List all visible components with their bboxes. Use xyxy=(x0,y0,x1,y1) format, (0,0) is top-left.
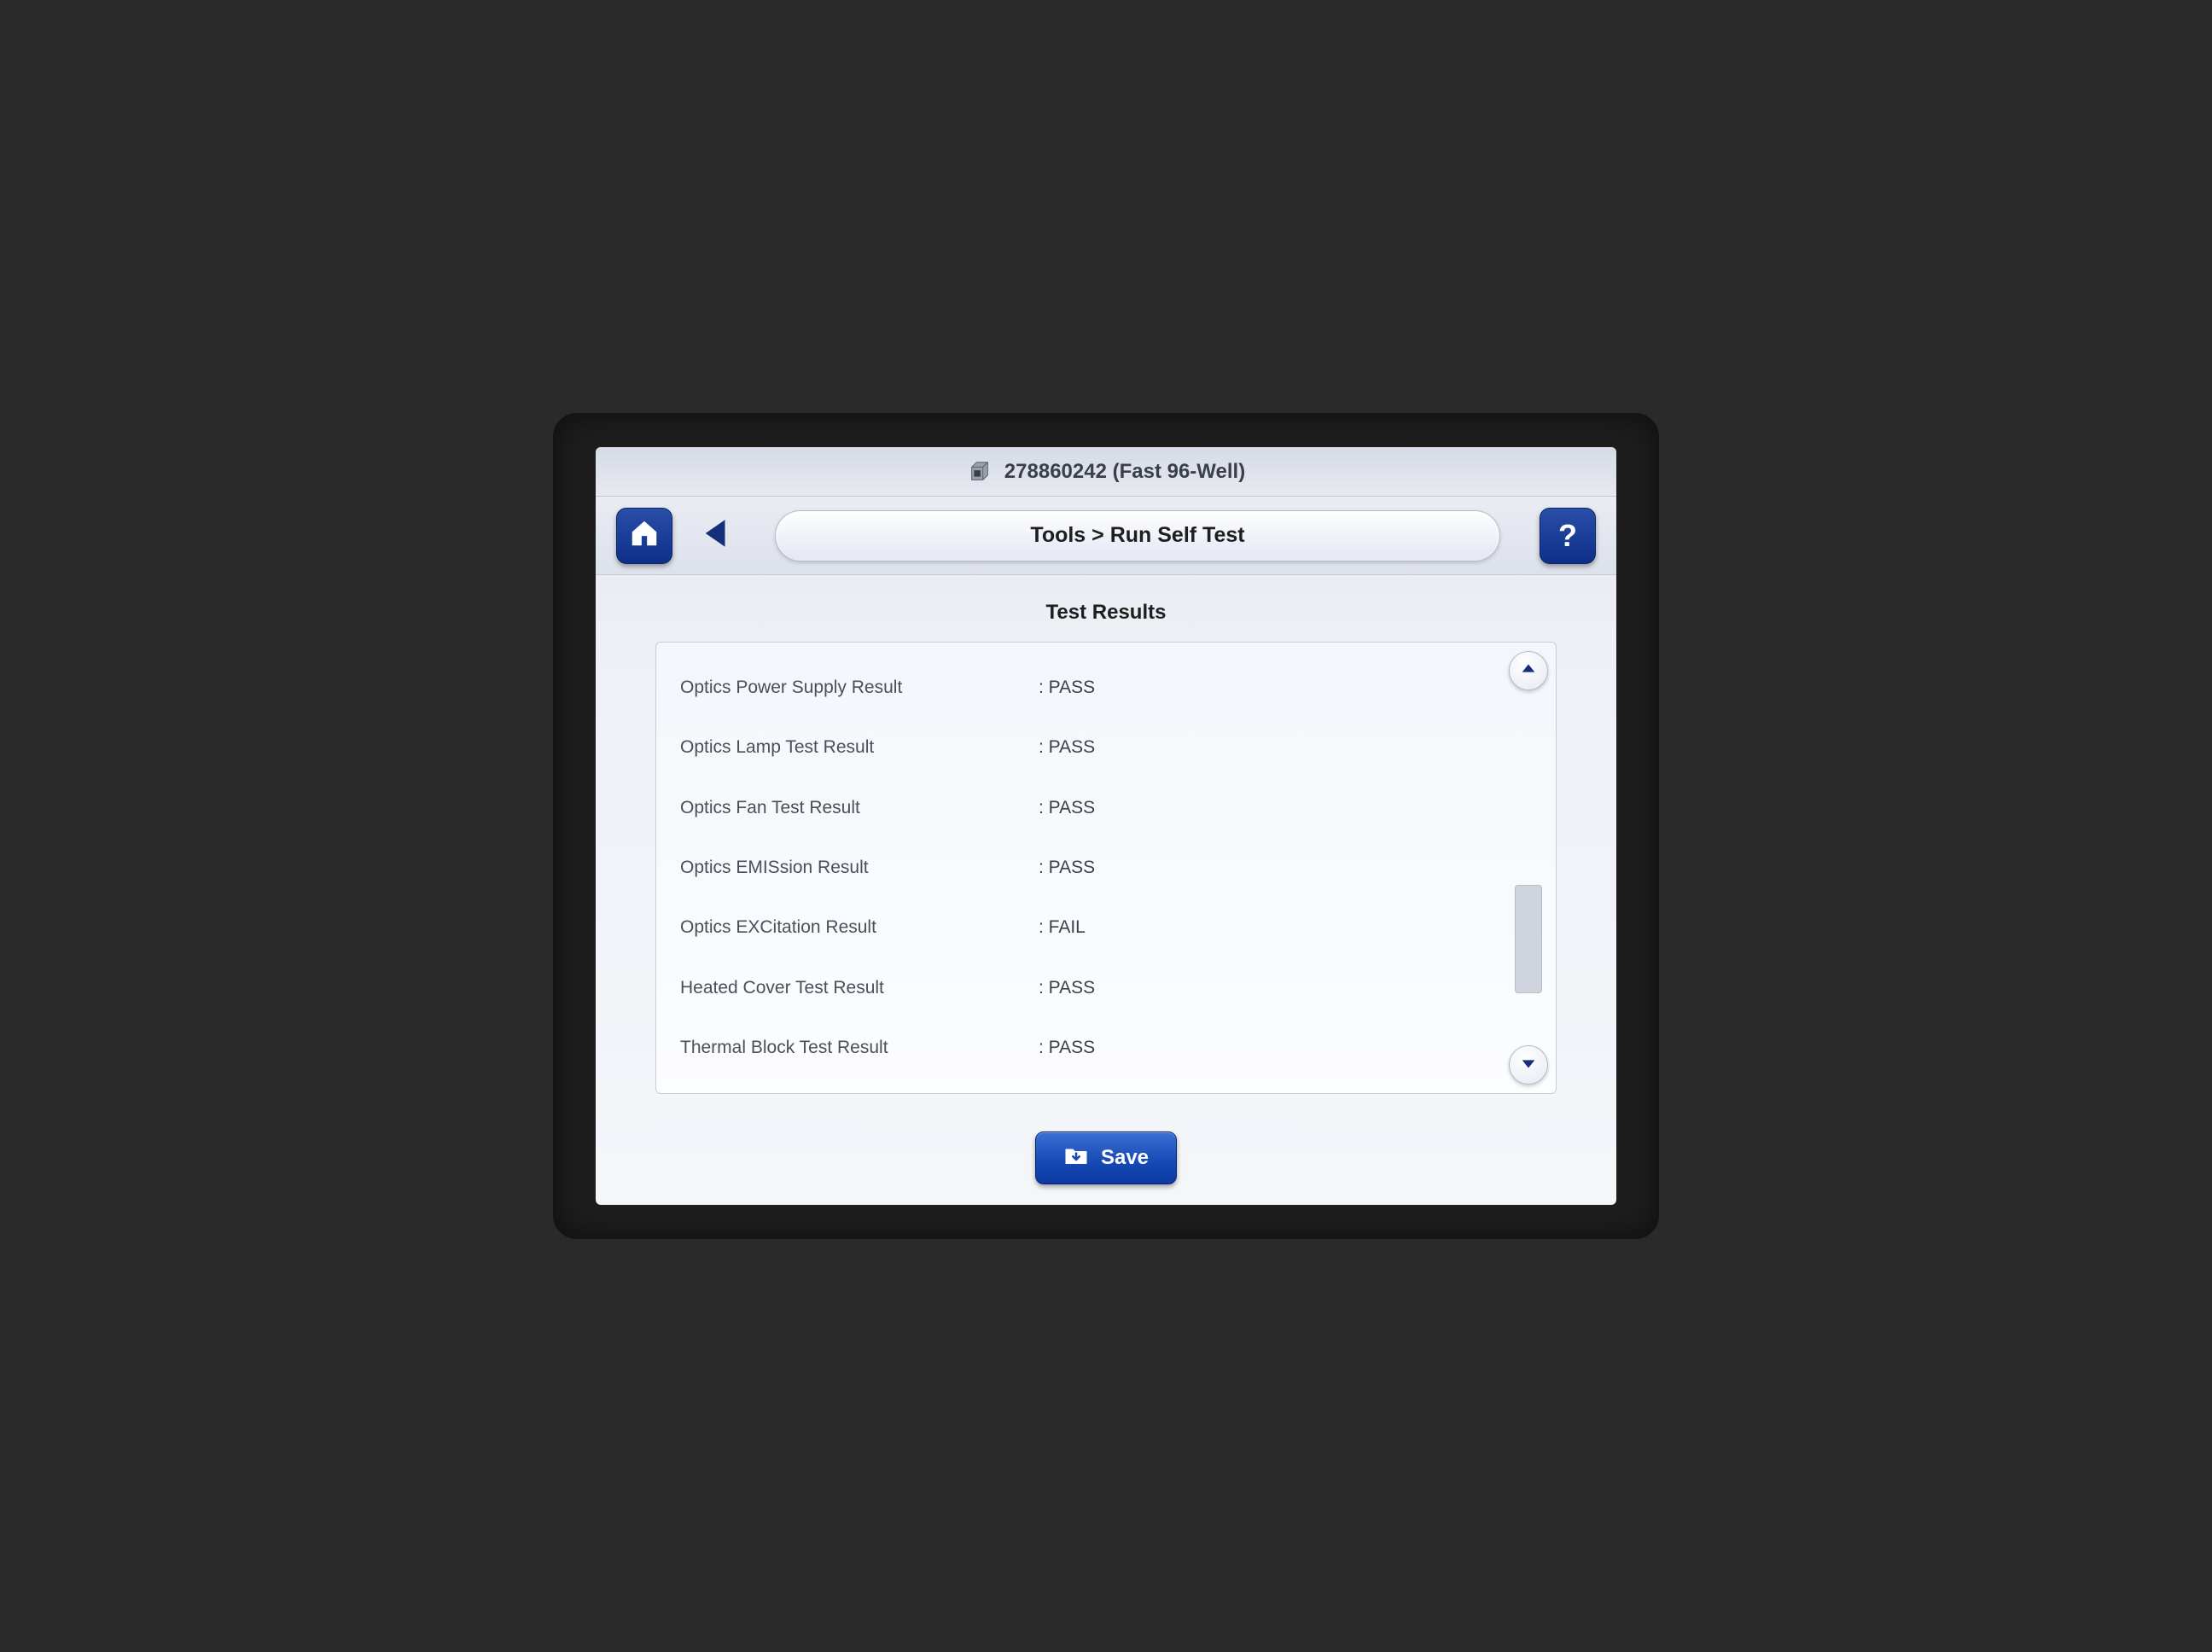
result-label: Optics Power Supply Result xyxy=(680,678,1039,698)
home-icon xyxy=(628,517,661,554)
result-value: : PASS xyxy=(1039,858,1095,878)
scroll-down-button[interactable] xyxy=(1509,1045,1548,1085)
result-row: Optics EXCitation Result : FAIL xyxy=(680,904,1477,951)
result-label: Optics EMISsion Result xyxy=(680,858,1039,878)
result-value: : PASS xyxy=(1039,978,1095,998)
home-button[interactable] xyxy=(616,508,672,564)
scroll-column xyxy=(1501,643,1556,1093)
result-row: Optics EMISsion Result : PASS xyxy=(680,844,1477,892)
result-value: : PASS xyxy=(1039,1038,1095,1058)
section-title: Test Results xyxy=(1046,601,1167,625)
chevron-up-icon xyxy=(1519,660,1538,683)
result-row: Optics Fan Test Result : PASS xyxy=(680,784,1477,832)
result-value: : PASS xyxy=(1039,678,1095,698)
result-row: Thermal Block Test Result : PASS xyxy=(680,1024,1477,1072)
screen: 278860242 (Fast 96-Well) Tools > Run Sel… xyxy=(596,447,1616,1205)
device-title: 278860242 (Fast 96-Well) xyxy=(1004,460,1245,484)
result-label: Optics Fan Test Result xyxy=(680,798,1039,818)
back-arrow-icon xyxy=(698,512,734,559)
result-value: : FAIL xyxy=(1039,917,1086,938)
device-title-bar: 278860242 (Fast 96-Well) xyxy=(596,447,1616,497)
scroll-track[interactable] xyxy=(1515,699,1542,1037)
help-icon: ? xyxy=(1558,518,1577,554)
result-value: : PASS xyxy=(1039,798,1095,818)
scroll-up-button[interactable] xyxy=(1509,651,1548,690)
result-label: Optics Lamp Test Result xyxy=(680,737,1039,758)
device-frame: 278860242 (Fast 96-Well) Tools > Run Sel… xyxy=(553,413,1659,1239)
result-row: Heated Cover Test Result : PASS xyxy=(680,964,1477,1012)
chevron-down-icon xyxy=(1519,1054,1538,1077)
help-button[interactable]: ? xyxy=(1540,508,1596,564)
breadcrumb: Tools > Run Self Test xyxy=(775,510,1500,561)
nav-bar: Tools > Run Self Test ? xyxy=(596,497,1616,575)
results-panel: Optics Power Supply Result : PASS Optics… xyxy=(655,642,1557,1094)
result-value: : PASS xyxy=(1039,737,1095,758)
instrument-icon xyxy=(967,459,992,485)
save-button[interactable]: Save xyxy=(1035,1131,1177,1184)
save-folder-icon xyxy=(1063,1143,1089,1174)
results-list: Optics Power Supply Result : PASS Optics… xyxy=(656,643,1501,1093)
result-label: Optics EXCitation Result xyxy=(680,917,1039,938)
footer: Save xyxy=(596,1111,1616,1205)
main-content: Test Results Optics Power Supply Result … xyxy=(596,575,1616,1111)
result-label: Thermal Block Test Result xyxy=(680,1038,1039,1058)
back-button[interactable] xyxy=(696,512,736,560)
result-row: Optics Lamp Test Result : PASS xyxy=(680,724,1477,771)
scroll-thumb[interactable] xyxy=(1515,885,1542,993)
result-label: Heated Cover Test Result xyxy=(680,978,1039,998)
result-row: Optics Power Supply Result : PASS xyxy=(680,664,1477,712)
save-button-label: Save xyxy=(1101,1146,1149,1170)
